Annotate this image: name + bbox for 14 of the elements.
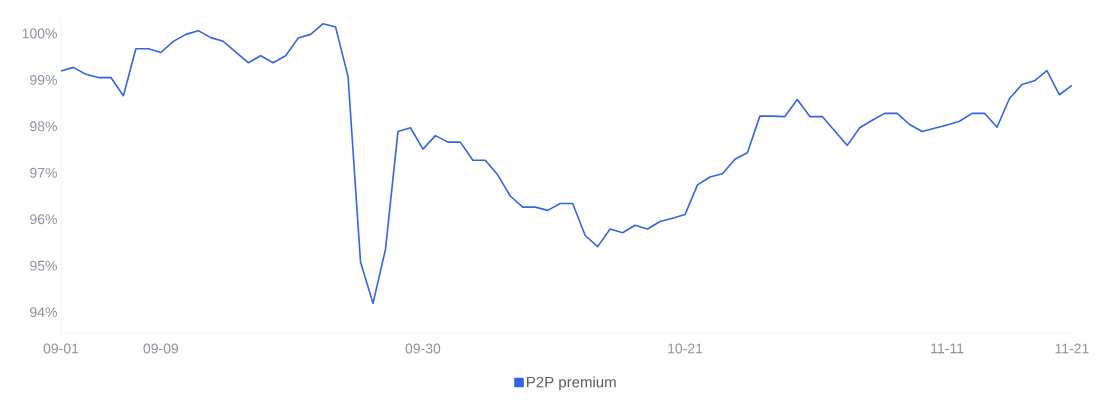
x-tick-label: 09-01 bbox=[43, 343, 79, 354]
y-tick-label: 97% bbox=[30, 167, 57, 178]
y-tick-label: 98% bbox=[30, 121, 57, 132]
x-tick-label: 09-30 bbox=[405, 343, 441, 354]
y-tick-label: 100% bbox=[22, 28, 57, 39]
x-tick-label: 11-21 bbox=[1055, 343, 1089, 354]
y-tick-label: 96% bbox=[30, 214, 57, 225]
x-tick-label: 11-11 bbox=[931, 343, 964, 354]
legend-label: P2P premium bbox=[527, 376, 616, 391]
y-tick-label: 94% bbox=[30, 307, 57, 318]
y-tick-label: 95% bbox=[30, 260, 57, 271]
x-tick-label: 10-21 bbox=[668, 343, 703, 354]
y-tick-label: 99% bbox=[30, 74, 57, 85]
x-tick-label: 09-09 bbox=[143, 343, 179, 354]
